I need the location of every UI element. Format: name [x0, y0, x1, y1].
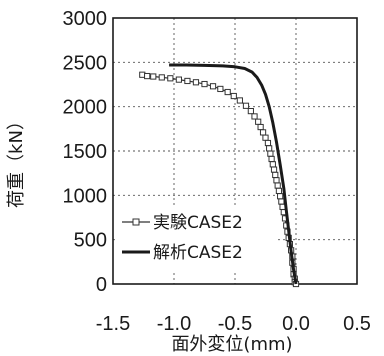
legend: 実験CASE2 解析CASE2 — [118, 206, 278, 272]
data-point-experiment — [264, 139, 272, 147]
data-point-experiment — [209, 83, 217, 90]
data-point-experiment — [224, 88, 231, 96]
data-point-experiment — [267, 150, 274, 157]
plot-frame — [112, 17, 358, 285]
y-tick-label: 3000 — [63, 8, 108, 30]
x-tick-label: -0.5 — [218, 313, 252, 335]
data-point-experiment — [247, 108, 254, 115]
data-point-experiment — [242, 102, 250, 109]
data-point-experiment — [230, 92, 237, 100]
axes: 0 500 1000 1500 2000 2500 3000 -1.5 -1.0 -0.5 0.0 0… — [63, 8, 371, 335]
y-axis-title: 荷重（kN） — [6, 112, 27, 208]
data-point-experiment — [262, 134, 269, 141]
y-tick-label: 0 — [96, 274, 107, 296]
data-point-experiment — [175, 76, 182, 83]
data-point-experiment — [274, 182, 281, 189]
data-point-experiment — [257, 123, 264, 131]
data-point-experiment — [259, 129, 267, 136]
data-point-experiment — [217, 85, 224, 93]
data-point-experiment — [236, 97, 243, 104]
data-point-experiment — [268, 155, 275, 163]
data-point-experiment — [144, 72, 151, 80]
y-tick-label: 1500 — [63, 141, 108, 163]
data-point-experiment — [201, 80, 208, 88]
data-point-experiment — [269, 161, 276, 168]
y-tick-label: 1000 — [63, 185, 108, 207]
y-tick-label: 500 — [74, 230, 107, 252]
y-tick-label: 2000 — [63, 97, 108, 119]
data-point-experiment — [270, 166, 278, 173]
data-point-experiment — [167, 75, 174, 82]
x-tick-label: -1.5 — [96, 313, 130, 335]
data-point-experiment — [150, 73, 157, 80]
series-line-analysis — [169, 63, 298, 285]
data-point-experiment — [158, 74, 165, 81]
x-axis-title: 面外変位(mm) — [171, 334, 292, 355]
x-tick-label: -1.0 — [157, 313, 191, 335]
legend-marker-experiment — [132, 218, 140, 226]
legend-label-experiment: 実験CASE2 — [153, 213, 243, 233]
data-point-experiment — [192, 79, 200, 86]
x-tick-label: 0.5 — [343, 313, 371, 335]
x-tick-label: 0.0 — [282, 313, 310, 335]
data-point-experiment — [251, 113, 258, 120]
data-point-experiment — [273, 177, 280, 184]
legend-box — [118, 206, 278, 272]
data-point-experiment — [266, 145, 273, 152]
data-point-experiment — [278, 198, 285, 205]
data-point-experiment — [255, 118, 262, 125]
legend-label-analysis: 解析CASE2 — [153, 243, 243, 263]
data-point-experiment — [184, 77, 191, 85]
data-point-experiment — [272, 171, 279, 179]
y-tick-label: 2500 — [63, 52, 108, 74]
data-point-experiment — [275, 187, 283, 195]
series-layer — [139, 63, 300, 288]
data-point-experiment — [277, 193, 284, 200]
